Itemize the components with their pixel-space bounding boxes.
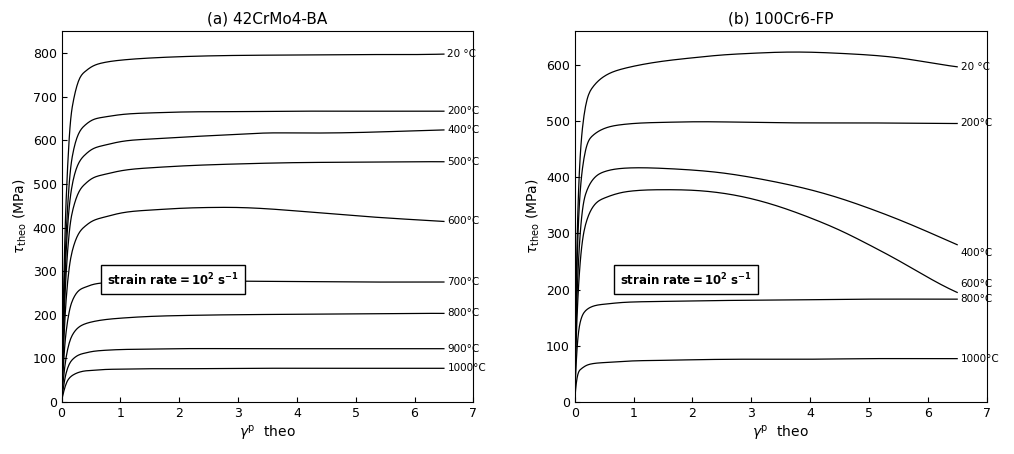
X-axis label: $\gamma^\mathrm{p}$  theo: $\gamma^\mathrm{p}$ theo [239,424,296,443]
Y-axis label: $\tau_\mathrm{theo}$ (MPa): $\tau_\mathrm{theo}$ (MPa) [11,179,28,254]
Text: 1000°C: 1000°C [447,363,486,373]
Text: 600°C: 600°C [447,217,480,227]
Text: 200°C: 200°C [447,106,480,116]
Text: 200°C: 200°C [960,118,993,128]
Text: 700°C: 700°C [447,277,480,287]
Y-axis label: $\tau_\mathrm{theo}$ (MPa): $\tau_\mathrm{theo}$ (MPa) [524,179,541,254]
Text: 20 °C: 20 °C [960,62,990,72]
Text: 900°C: 900°C [447,344,480,354]
Text: $\bf{strain\ rate = 10^2\ s^{-1}}$: $\bf{strain\ rate = 10^2\ s^{-1}}$ [106,271,238,288]
Text: 400°C: 400°C [447,125,480,135]
Title: (a) 42CrMo4-BA: (a) 42CrMo4-BA [207,11,328,26]
X-axis label: $\gamma^\mathrm{p}$  theo: $\gamma^\mathrm{p}$ theo [752,424,809,443]
Text: 600°C: 600°C [960,279,993,289]
Text: 20 °C: 20 °C [447,49,477,59]
Text: 500°C: 500°C [447,157,480,167]
Text: $\bf{strain\ rate = 10^2\ s^{-1}}$: $\bf{strain\ rate = 10^2\ s^{-1}}$ [620,271,752,288]
Text: 800°C: 800°C [447,308,480,318]
Text: 800°C: 800°C [960,294,993,304]
Text: 1000°C: 1000°C [960,354,1000,364]
Text: 400°C: 400°C [960,248,993,258]
Title: (b) 100Cr6-FP: (b) 100Cr6-FP [728,11,834,26]
